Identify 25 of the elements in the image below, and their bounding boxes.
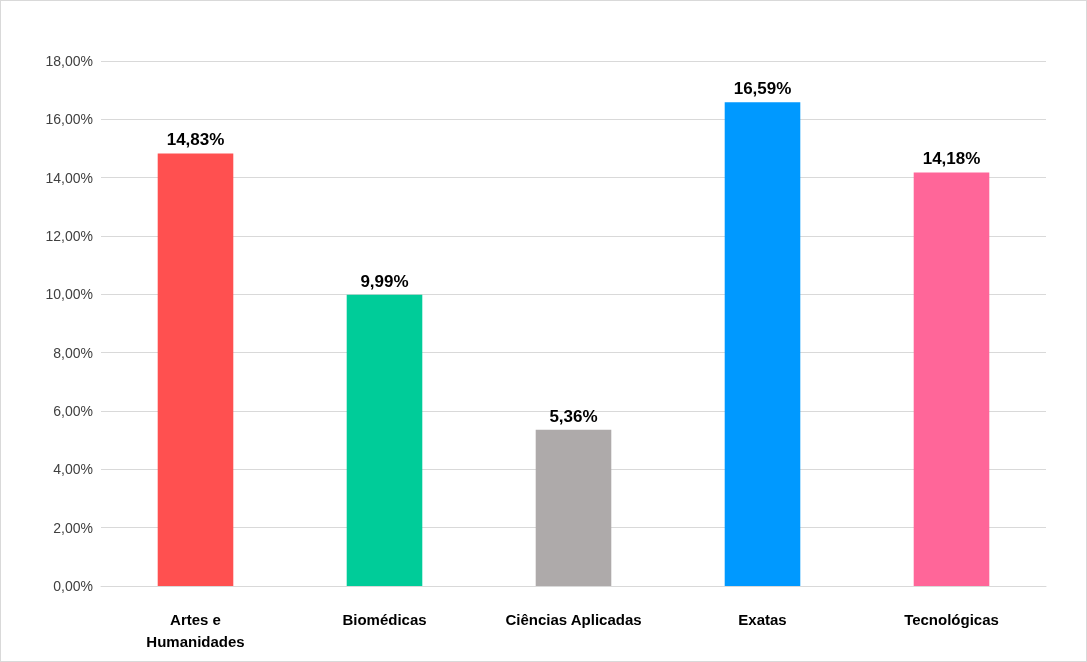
bar <box>157 153 234 586</box>
bar <box>535 429 612 586</box>
y-tick-label: 18,00% <box>45 53 93 69</box>
y-tick-label: 4,00% <box>53 461 93 478</box>
data-label: 14,18% <box>922 149 981 169</box>
x-tick-label: Ciências Aplicadas <box>505 610 642 628</box>
y-tick-label: 10,00% <box>45 286 93 303</box>
y-tick-label: 6,00% <box>53 403 93 419</box>
y-tick-label: 2,00% <box>53 519 93 536</box>
x-tick-label: Exatas <box>738 610 787 628</box>
bar <box>913 172 990 586</box>
y-tick-label: 0,00% <box>53 578 93 594</box>
bar <box>724 102 801 586</box>
data-label: 16,59% <box>733 79 792 99</box>
y-tick-label: 16,00% <box>45 111 93 128</box>
bar <box>346 294 423 586</box>
y-tick-label: 12,00% <box>45 228 93 244</box>
data-label: 9,99% <box>360 271 409 291</box>
x-tick-label: Artes e Humanidades <box>146 610 245 650</box>
y-tick-label: 8,00% <box>53 344 93 361</box>
x-tick-label: Biomédicas <box>342 610 427 628</box>
x-tick-label: Tecnológicas <box>904 610 999 628</box>
data-label: 14,83% <box>166 130 225 150</box>
data-label: 5,36% <box>549 406 598 426</box>
y-tick-label: 14,00% <box>45 169 93 186</box>
